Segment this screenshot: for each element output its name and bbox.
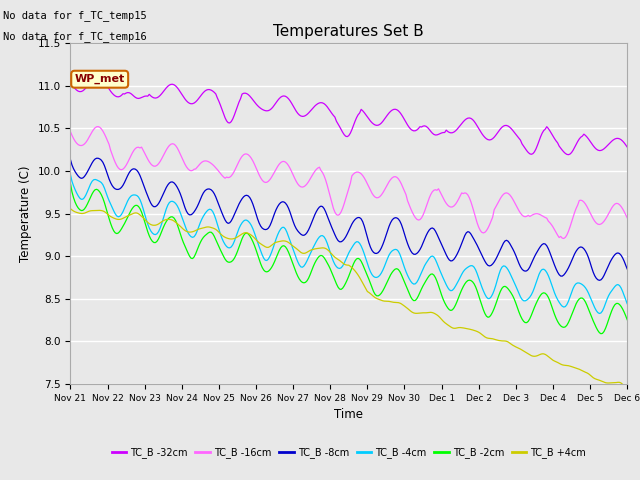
Legend: TC_B -32cm, TC_B -16cm, TC_B -8cm, TC_B -4cm, TC_B -2cm, TC_B +4cm: TC_B -32cm, TC_B -16cm, TC_B -8cm, TC_B … [108, 444, 590, 462]
TC_B -4cm [556, 300, 563, 305]
Text: No data for f_TC_temp15: No data for f_TC_temp15 [3, 10, 147, 21]
TC_B -8cm [82, 171, 90, 177]
TC_B -16cm [560, 236, 568, 241]
TC_B +4cm [170, 218, 178, 224]
TC_B -2cm [170, 215, 178, 221]
TC_B -2cm [623, 317, 631, 323]
X-axis label: Time: Time [334, 408, 364, 421]
Line: TC_B -4cm: TC_B -4cm [70, 174, 627, 313]
TC_B +4cm [415, 311, 422, 316]
TC_B -4cm [415, 276, 422, 282]
TC_B -4cm [402, 269, 410, 275]
TC_B -8cm [623, 266, 631, 272]
TC_B +4cm [402, 304, 410, 310]
TC_B -16cm [67, 129, 74, 134]
TC_B -32cm [623, 144, 631, 150]
Line: TC_B -2cm: TC_B -2cm [70, 183, 627, 334]
TC_B -16cm [404, 198, 412, 204]
TC_B -2cm [67, 180, 74, 186]
TC_B -32cm [82, 85, 90, 91]
TC_B +4cm [383, 299, 391, 304]
TC_B -32cm [172, 83, 179, 89]
TC_B -8cm [404, 241, 412, 247]
TC_B -4cm [623, 301, 631, 307]
TC_B -16cm [623, 215, 631, 221]
Line: TC_B -8cm: TC_B -8cm [70, 158, 627, 280]
TC_B -32cm [557, 145, 564, 151]
TC_B -16cm [95, 124, 102, 130]
TC_B -16cm [557, 233, 564, 239]
TC_B -8cm [93, 156, 100, 161]
TC_B -8cm [557, 273, 564, 279]
TC_B -8cm [596, 277, 604, 283]
TC_B -16cm [385, 179, 393, 185]
TC_B -8cm [172, 182, 179, 188]
TC_B +4cm [623, 386, 631, 392]
TC_B -2cm [383, 278, 391, 284]
TC_B -32cm [93, 73, 100, 79]
TC_B -32cm [404, 122, 412, 128]
TC_B -32cm [385, 110, 393, 116]
TC_B -32cm [67, 79, 74, 85]
TC_B -4cm [82, 192, 90, 198]
Y-axis label: Temperature (C): Temperature (C) [19, 165, 32, 262]
TC_B -2cm [597, 331, 605, 336]
Text: WP_met: WP_met [75, 74, 125, 84]
TC_B +4cm [556, 360, 563, 366]
Title: Temperatures Set B: Temperatures Set B [273, 24, 424, 39]
TC_B -4cm [383, 256, 391, 262]
TC_B -8cm [385, 224, 393, 229]
Line: TC_B -32cm: TC_B -32cm [70, 76, 627, 155]
TC_B -4cm [596, 311, 604, 316]
TC_B -8cm [416, 247, 424, 252]
Text: No data for f_TC_temp16: No data for f_TC_temp16 [3, 31, 147, 42]
TC_B +4cm [82, 210, 90, 216]
TC_B -16cm [416, 217, 424, 223]
TC_B -2cm [556, 321, 563, 327]
TC_B -8cm [67, 156, 74, 162]
Line: TC_B -16cm: TC_B -16cm [70, 127, 627, 239]
TC_B -2cm [402, 283, 410, 289]
TC_B -2cm [415, 293, 422, 299]
TC_B +4cm [67, 206, 74, 212]
TC_B -32cm [416, 124, 424, 130]
TC_B -16cm [82, 140, 90, 145]
TC_B -2cm [82, 204, 90, 210]
TC_B -32cm [564, 152, 572, 157]
TC_B -4cm [67, 171, 74, 177]
Line: TC_B +4cm: TC_B +4cm [70, 209, 627, 389]
TC_B -16cm [172, 143, 179, 148]
TC_B -4cm [170, 199, 178, 205]
